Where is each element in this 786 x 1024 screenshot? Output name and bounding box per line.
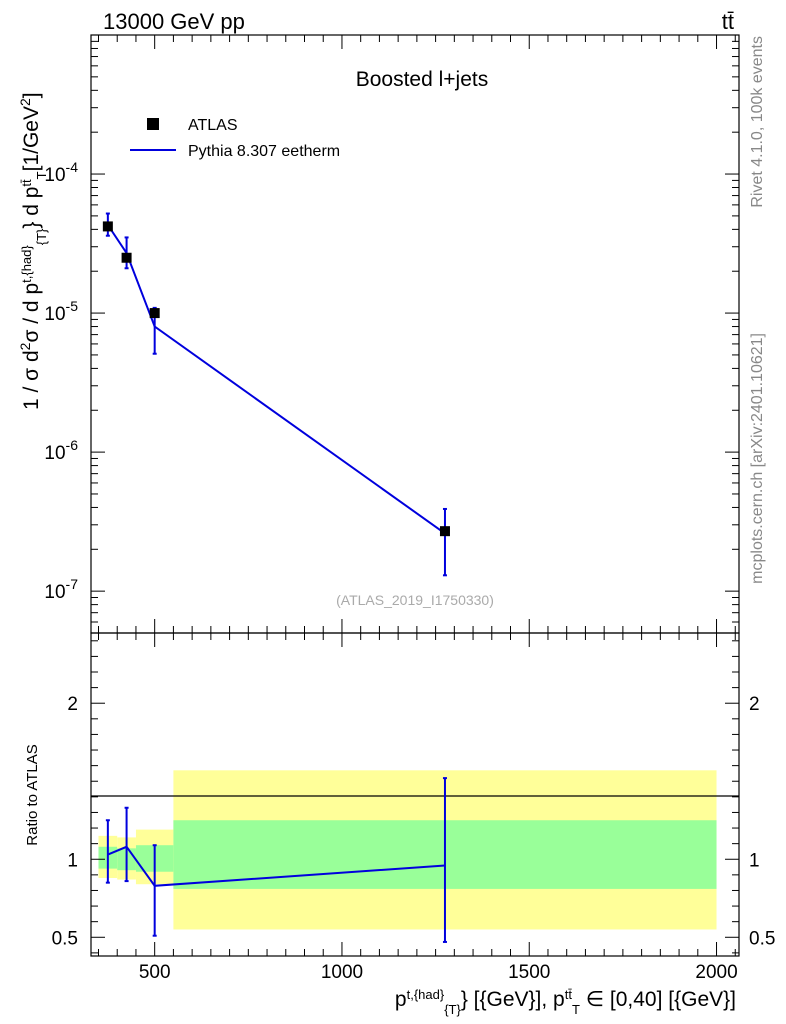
main-panel: 10-7 10-6 10-5 10-4 Boosted l+jets (ATLAS_2… — [17, 34, 740, 634]
ratio-mc-line — [107, 845, 446, 887]
mc-line — [107, 224, 446, 535]
ratio-panel: 0.5 0.5 1 1 2 2 500 1000 1500 2000 Ratio to ATLA… — [24, 632, 776, 1017]
ratio-axis-ticks — [91, 633, 739, 956]
legend-data-label: ATLAS — [188, 117, 238, 134]
main-y-tick-label: 10-4 — [44, 159, 78, 186]
ratio-y-tick-label-left: 1 — [67, 850, 78, 871]
main-y-tick-label: 10-6 — [44, 437, 78, 464]
main-y-axis-label: 1 / σ d2σ / d pt,{had}{T}} d ptt̄T[1/GeV… — [17, 92, 49, 410]
legend: ATLAS Pythia 8.307 eetherm — [130, 117, 340, 160]
data-point — [439, 526, 450, 537]
x-tick-label: 2000 — [695, 962, 737, 983]
ratio-y-tick-label-left: 2 — [67, 694, 78, 715]
rivet-info-label: Rivet 4.1.0, 100k events — [749, 36, 766, 208]
ratio-frame — [90, 632, 740, 957]
x-tick-label: 1500 — [508, 962, 550, 983]
x-tick-labels: 500 1000 1500 2000 — [139, 962, 738, 983]
main-y-tick-labels: 10-7 10-6 10-5 10-4 — [44, 159, 78, 603]
ratio-bands — [98, 770, 717, 930]
ratio-y-tick-label-right: 0.5 — [749, 928, 775, 949]
x-axis-label: pt,{had}{T}} [{GeV}], ptt̄T ∈ [0,40] [{G… — [395, 987, 736, 1017]
analysis-id-label: (ATLAS_2019_I1750330) — [336, 592, 494, 608]
source-label: mcplots.cern.ch [arXiv:2401.10621] — [749, 333, 766, 584]
x-tick-label: 1000 — [321, 962, 363, 983]
ratio-series — [105, 777, 447, 943]
ratio-y-tick-label-left: 0.5 — [52, 928, 78, 949]
data-point — [121, 252, 132, 263]
ratio-y-tick-label-right: 1 — [749, 850, 760, 871]
main-y-tick-label: 10-7 — [44, 576, 78, 603]
ratio-y-tick-label-right: 2 — [749, 694, 760, 715]
ratio-y-tick-labels: 0.5 0.5 1 1 2 2 — [52, 694, 776, 949]
main-y-tick-label: 10-5 — [44, 298, 78, 325]
ratio-y-axis-label: Ratio to ATLAS — [24, 744, 41, 845]
header-energy-label: 13000 GeV pp — [103, 9, 245, 34]
main-series — [102, 212, 450, 577]
data-point — [149, 308, 160, 319]
main-axis-ticks — [91, 34, 739, 634]
legend-mc-label: Pythia 8.307 eetherm — [188, 143, 340, 160]
x-tick-label: 500 — [139, 962, 171, 983]
chart-title: Boosted l+jets — [356, 68, 489, 91]
data-point — [102, 221, 113, 232]
header-process-label: tt̄ — [722, 9, 734, 34]
legend-data-marker — [147, 118, 159, 130]
